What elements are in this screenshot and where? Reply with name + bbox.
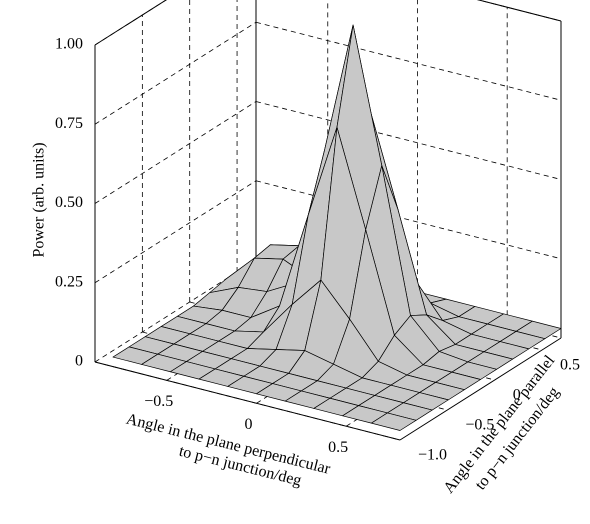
axis-edge <box>476 0 562 22</box>
x-tick-label: −0.5 <box>144 393 173 410</box>
grid-line <box>94 101 257 204</box>
z-tick-label: 0.50 <box>55 194 83 211</box>
grid-line <box>255 180 562 260</box>
y-tick-label: −0.5 <box>465 417 494 434</box>
axis-edge <box>94 361 401 441</box>
z-tick-label: 0 <box>75 353 83 370</box>
axis-edge <box>94 0 167 46</box>
x-tick-label: 0 <box>244 416 252 433</box>
z-tick-label: 0.75 <box>55 115 83 132</box>
y-tick-label: 0 <box>513 387 521 404</box>
grid-line <box>255 21 562 101</box>
y-tick-label: 0.5 <box>560 357 580 374</box>
grid-line <box>477 0 562 22</box>
x-tick-label: 0.5 <box>328 439 348 456</box>
axis-edge <box>399 337 562 441</box>
grid-line <box>255 101 562 180</box>
z-axis-label: Power (arb. units) <box>31 142 48 257</box>
grid-line <box>94 0 167 46</box>
grid-line <box>94 180 257 284</box>
grid-line <box>94 21 257 125</box>
y-tick-label: −1.0 <box>418 447 447 464</box>
grid-line <box>94 259 257 363</box>
z-tick-label: 0.25 <box>55 273 83 290</box>
surface-patch <box>370 412 417 431</box>
z-tick-label: 1.00 <box>55 36 83 53</box>
